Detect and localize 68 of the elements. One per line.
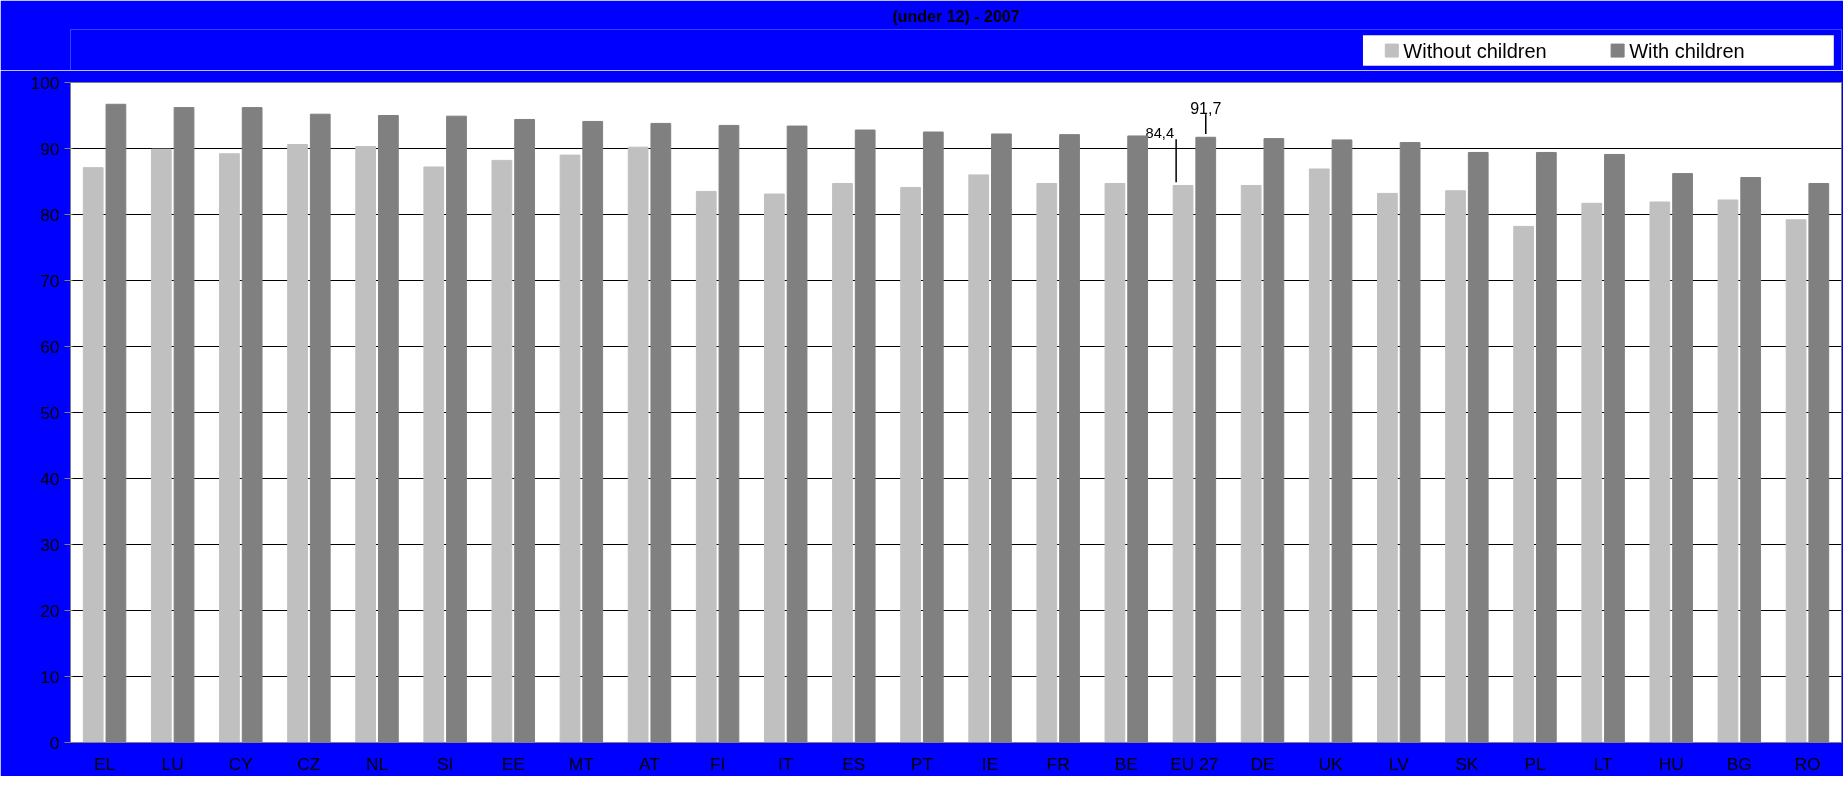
x-tick-label: NL: [365, 753, 389, 774]
bar: [1036, 182, 1058, 743]
y-tick-label: 20: [40, 600, 60, 621]
bar: [900, 186, 921, 743]
y-tick-label: 100: [30, 72, 60, 93]
bar: [1445, 190, 1466, 743]
bar: [695, 190, 717, 743]
x-tick-label: IT: [778, 753, 794, 774]
x-tick-label: EU 27: [1170, 753, 1219, 774]
data-label: 84,4: [1145, 124, 1175, 141]
x-tick-label: DE: [1250, 753, 1275, 774]
bar: [1717, 199, 1739, 743]
x-tick-label: ES: [842, 753, 866, 774]
bar: [1104, 182, 1126, 743]
x-tick-label: IE: [981, 753, 999, 774]
y-tick-label: 10: [40, 666, 60, 687]
x-tick-label: SI: [436, 753, 454, 774]
bar: [832, 182, 853, 743]
x-tick-label: EL: [93, 753, 116, 774]
bar: [82, 167, 104, 743]
bar: [1785, 219, 1807, 743]
bar: [1649, 201, 1671, 743]
x-tick-label: MT: [568, 753, 595, 774]
bar: [1513, 225, 1534, 743]
bar: [1581, 202, 1603, 743]
x-tick-label: RO: [1794, 753, 1821, 774]
bar: [1240, 184, 1262, 743]
x-tick-label: LT: [1593, 753, 1613, 774]
bar: [1172, 184, 1194, 743]
bar: [423, 166, 445, 743]
x-tick-label: SK: [1455, 753, 1479, 774]
bar: [150, 148, 172, 743]
x-tick-label: CY: [228, 753, 254, 774]
y-tick-label: 30: [40, 534, 60, 555]
bar: [355, 146, 377, 743]
bar: [559, 154, 581, 743]
bar: [219, 153, 240, 743]
data-label: 91,7: [1190, 100, 1222, 118]
bar: [491, 159, 513, 743]
legend-label: With children: [1629, 39, 1745, 62]
y-tick-label: 90: [40, 138, 60, 159]
y-tick-label: 60: [40, 336, 60, 357]
bar: [1377, 192, 1398, 743]
x-tick-label: PL: [1524, 753, 1546, 774]
x-tick-label: AT: [639, 753, 661, 774]
bar: [1308, 168, 1330, 743]
legend-label: Without children: [1403, 39, 1547, 62]
x-tick-label: FR: [1046, 753, 1070, 774]
bar: [627, 146, 649, 743]
x-tick-label: LU: [161, 753, 184, 774]
x-tick-label: FI: [709, 753, 726, 774]
bar: [287, 144, 308, 743]
y-tick-label: 80: [40, 204, 60, 225]
x-tick-label: UK: [1318, 753, 1344, 774]
x-tick-label: PT: [910, 753, 934, 774]
chart-title: (under 12) - 2007: [892, 7, 1020, 25]
x-tick-label: BE: [1114, 753, 1138, 774]
y-tick-label: 0: [49, 732, 60, 753]
x-tick-label: EE: [501, 753, 525, 774]
y-tick-label: 50: [40, 402, 60, 423]
x-tick-label: BG: [1726, 753, 1752, 774]
x-tick-label: LV: [1388, 753, 1410, 774]
x-tick-label: CZ: [297, 753, 321, 774]
bar: [968, 174, 990, 743]
x-tick-label: HU: [1658, 753, 1684, 774]
y-tick-label: 40: [40, 468, 60, 489]
bar: [763, 193, 785, 743]
y-tick-label: 70: [40, 270, 60, 291]
